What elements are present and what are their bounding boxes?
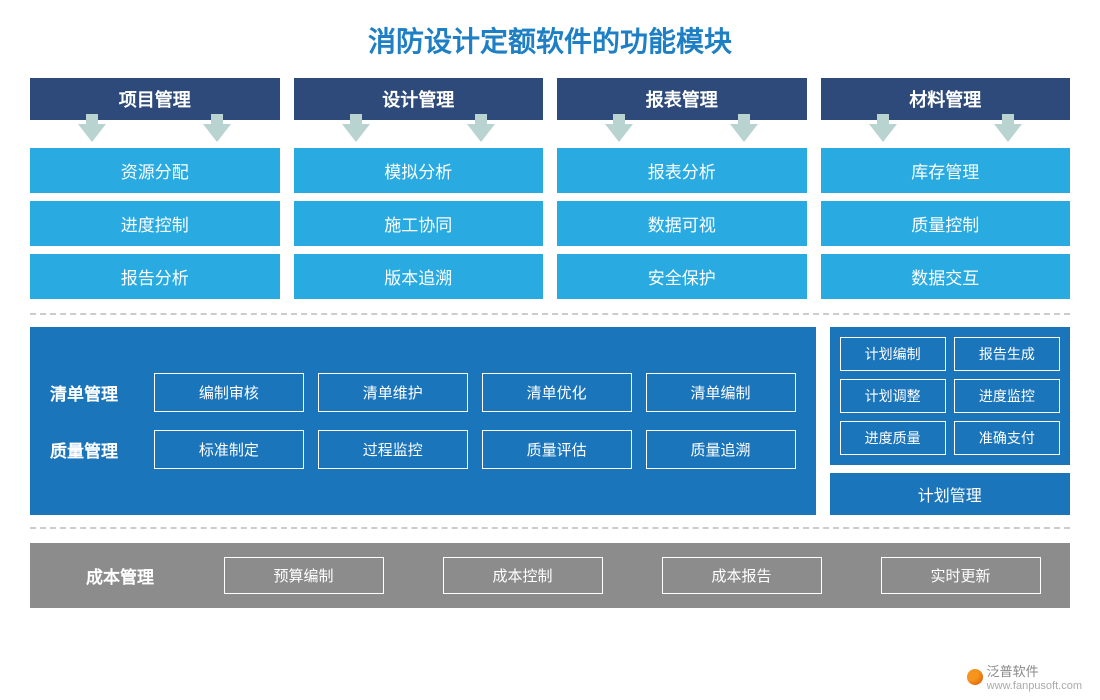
mid-item: 清单优化: [482, 373, 632, 412]
sub-item: 模拟分析: [294, 148, 544, 193]
sub-item: 版本追溯: [294, 254, 544, 299]
arrow-down-icon: [203, 124, 231, 142]
brand-name: 泛普软件: [987, 664, 1039, 679]
sub-item: 库存管理: [821, 148, 1071, 193]
sub-item: 安全保护: [557, 254, 807, 299]
sub-column: 报表分析 数据可视 安全保护: [557, 148, 807, 299]
header-material-mgmt: 材料管理: [821, 78, 1071, 120]
sub-item: 报告分析: [30, 254, 280, 299]
arrow-down-icon: [730, 124, 758, 142]
cost-item: 预算编制: [224, 557, 384, 594]
arrows: [557, 124, 807, 142]
mid-item: 清单编制: [646, 373, 796, 412]
sub-item: 进度控制: [30, 201, 280, 246]
brand-url: www.fanpusoft.com: [987, 680, 1082, 692]
mid-item: 清单维护: [318, 373, 468, 412]
logo-icon: [967, 669, 983, 685]
sub-column: 资源分配 进度控制 报告分析: [30, 148, 280, 299]
arrows: [821, 124, 1071, 142]
plan-cell: 报告生成: [954, 337, 1060, 371]
header-design-mgmt: 设计管理: [294, 78, 544, 120]
plan-cell: 准确支付: [954, 421, 1060, 455]
plan-cell: 进度质量: [840, 421, 946, 455]
arrow-down-icon: [605, 124, 633, 142]
cost-item: 成本报告: [662, 557, 822, 594]
cost-items: 预算编制 成本控制 成本报告 实时更新: [214, 557, 1050, 594]
middle-right-panel: 计划编制 报告生成 计划调整 进度监控 进度质量 准确支付 计划管理: [830, 327, 1070, 515]
sub-item: 数据可视: [557, 201, 807, 246]
sub-column: 库存管理 质量控制 数据交互: [821, 148, 1071, 299]
plan-cell: 计划调整: [840, 379, 946, 413]
top-groups: 项目管理 资源分配 进度控制 报告分析 设计管理 模拟分析 施工协同 版本追溯 …: [30, 78, 1070, 299]
arrows: [30, 124, 280, 142]
plan-cell: 进度监控: [954, 379, 1060, 413]
group-report-mgmt: 报表管理 报表分析 数据可视 安全保护: [557, 78, 807, 299]
group-project-mgmt: 项目管理 资源分配 进度控制 报告分析: [30, 78, 280, 299]
cost-item: 实时更新: [881, 557, 1041, 594]
mid-item: 质量评估: [482, 430, 632, 469]
divider: [30, 313, 1070, 315]
middle-section: 清单管理 编制审核 清单维护 清单优化 清单编制 质量管理 标准制定 过程监控 …: [30, 327, 1070, 515]
mid-item: 标准制定: [154, 430, 304, 469]
arrow-down-icon: [994, 124, 1022, 142]
group-design-mgmt: 设计管理 模拟分析 施工协同 版本追溯: [294, 78, 544, 299]
mid-item: 编制审核: [154, 373, 304, 412]
sub-item: 施工协同: [294, 201, 544, 246]
plan-cell: 计划编制: [840, 337, 946, 371]
row-label-quality-mgmt: 质量管理: [50, 437, 140, 462]
cost-item: 成本控制: [443, 557, 603, 594]
cost-mgmt-label: 成本管理: [50, 563, 190, 588]
watermark: 泛普软件 www.fanpusoft.com: [967, 661, 1082, 692]
mid-item: 质量追溯: [646, 430, 796, 469]
mid-row-list: 清单管理 编制审核 清单维护 清单优化 清单编制: [50, 373, 796, 412]
sub-item: 质量控制: [821, 201, 1071, 246]
arrow-down-icon: [342, 124, 370, 142]
arrow-down-icon: [467, 124, 495, 142]
plan-mgmt-label: 计划管理: [830, 473, 1070, 515]
row-label-list-mgmt: 清单管理: [50, 380, 140, 405]
sub-item: 资源分配: [30, 148, 280, 193]
arrow-down-icon: [78, 124, 106, 142]
bottom-section: 成本管理 预算编制 成本控制 成本报告 实时更新: [30, 527, 1070, 608]
arrows: [294, 124, 544, 142]
watermark-text: 泛普软件 www.fanpusoft.com: [987, 661, 1082, 692]
sub-item: 数据交互: [821, 254, 1071, 299]
main-title: 消防设计定额软件的功能模块: [30, 20, 1070, 60]
plan-grid: 计划编制 报告生成 计划调整 进度监控 进度质量 准确支付: [830, 327, 1070, 465]
header-project-mgmt: 项目管理: [30, 78, 280, 120]
sub-item: 报表分析: [557, 148, 807, 193]
cost-mgmt-bar: 成本管理 预算编制 成本控制 成本报告 实时更新: [30, 543, 1070, 608]
middle-left-panel: 清单管理 编制审核 清单维护 清单优化 清单编制 质量管理 标准制定 过程监控 …: [30, 327, 816, 515]
sub-column: 模拟分析 施工协同 版本追溯: [294, 148, 544, 299]
arrow-down-icon: [869, 124, 897, 142]
header-report-mgmt: 报表管理: [557, 78, 807, 120]
group-material-mgmt: 材料管理 库存管理 质量控制 数据交互: [821, 78, 1071, 299]
mid-item: 过程监控: [318, 430, 468, 469]
mid-row-quality: 质量管理 标准制定 过程监控 质量评估 质量追溯: [50, 430, 796, 469]
